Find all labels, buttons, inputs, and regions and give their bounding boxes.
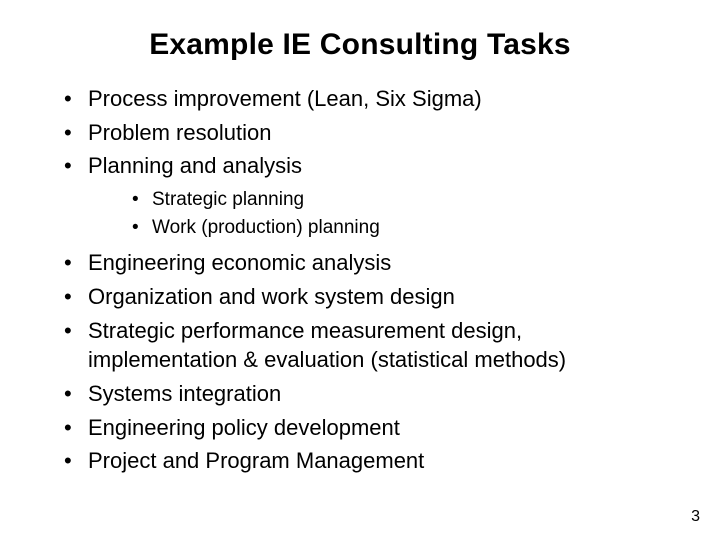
slide-title: Example IE Consulting Tasks	[50, 28, 670, 62]
list-item: Engineering policy development	[60, 413, 670, 443]
list-item: Engineering economic analysis	[60, 248, 670, 278]
list-item: Work (production) planning	[130, 215, 670, 241]
list-item: Problem resolution	[60, 118, 670, 148]
list-item: Process improvement (Lean, Six Sigma)	[60, 84, 670, 114]
page-number: 3	[691, 508, 700, 526]
sub-bullet-list: Strategic planning Work (production) pla…	[88, 187, 670, 240]
list-item: Strategic performance measurement design…	[60, 316, 670, 375]
list-item: Project and Program Management	[60, 446, 670, 476]
list-item: Organization and work system design	[60, 282, 670, 312]
list-item: Planning and analysis Strategic planning…	[60, 151, 670, 240]
slide: Example IE Consulting Tasks Process impr…	[0, 0, 720, 540]
list-item: Strategic planning	[130, 187, 670, 213]
bullet-list: Process improvement (Lean, Six Sigma) Pr…	[50, 84, 670, 476]
list-item-text: Planning and analysis	[88, 153, 302, 178]
list-item: Systems integration	[60, 379, 670, 409]
